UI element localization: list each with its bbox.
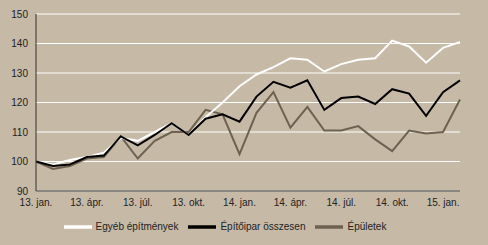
svg-text:120: 120 bbox=[11, 97, 28, 108]
svg-text:14. ápr.: 14. ápr. bbox=[274, 197, 307, 208]
svg-text:150: 150 bbox=[11, 9, 28, 20]
svg-text:130: 130 bbox=[11, 68, 28, 79]
svg-text:90: 90 bbox=[17, 186, 29, 197]
html-text:Egyéb építmények: Egyéb építmények bbox=[95, 220, 179, 232]
html-text:Épületek: Épületek bbox=[347, 220, 387, 232]
svg-text:140: 140 bbox=[11, 38, 28, 49]
svg-text:110: 110 bbox=[12, 127, 28, 138]
html-text:Építőipar összesen: Építőipar összesen bbox=[220, 220, 306, 232]
svg-text:14. jan.: 14. jan. bbox=[223, 197, 256, 208]
svg-text:14. júl.: 14. júl. bbox=[327, 197, 356, 208]
svg-text:14. okt.: 14. okt. bbox=[376, 197, 409, 208]
svg-text:100: 100 bbox=[11, 156, 28, 167]
svg-text:13. jan.: 13. jan. bbox=[20, 197, 53, 208]
svg-text:13. júl.: 13. júl. bbox=[123, 197, 152, 208]
svg-text:15. jan.: 15. jan. bbox=[427, 197, 460, 208]
svg-text:13. ápr.: 13. ápr. bbox=[70, 197, 103, 208]
svg-text:13. okt.: 13. okt. bbox=[172, 197, 205, 208]
